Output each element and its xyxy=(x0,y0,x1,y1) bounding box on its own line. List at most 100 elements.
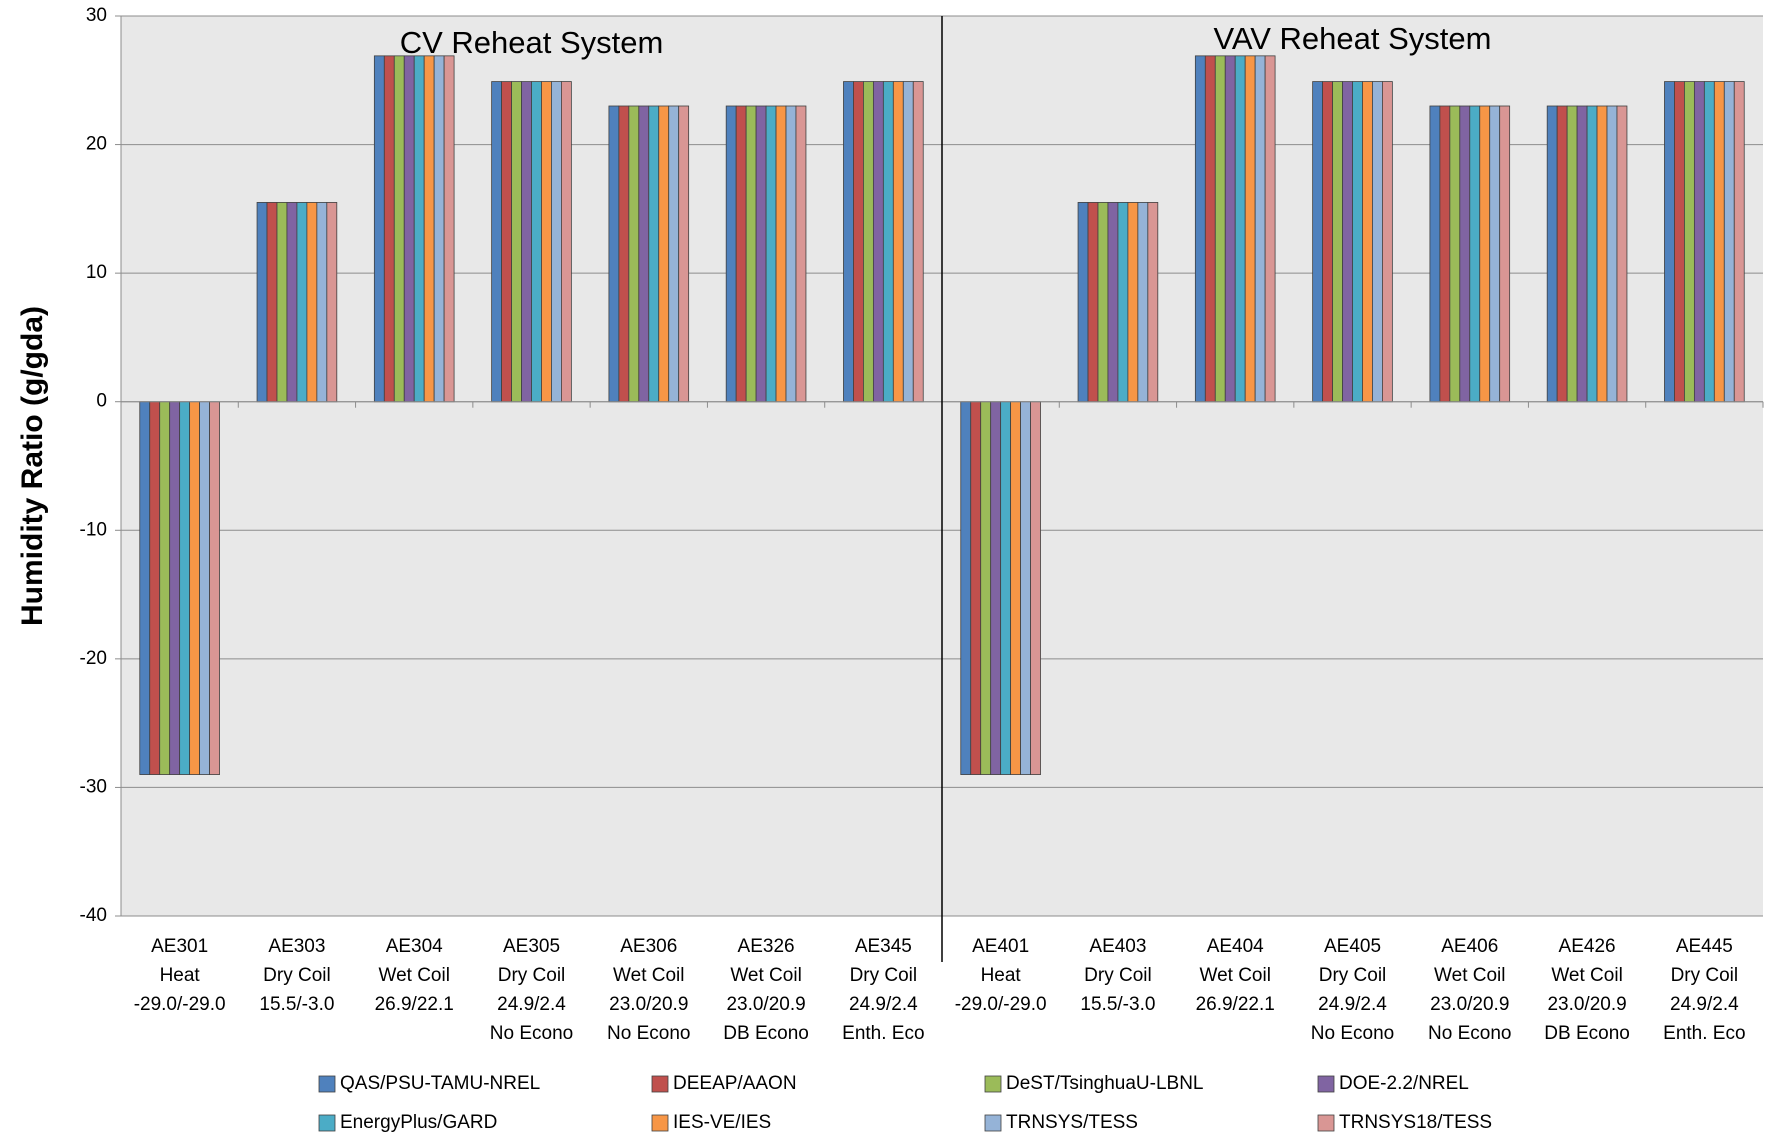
bar xyxy=(872,81,884,403)
x-tick-label: AE401 xyxy=(972,936,1029,957)
bar xyxy=(1107,202,1119,403)
bar xyxy=(1010,401,1021,775)
x-tick-label: AE326 xyxy=(738,936,795,957)
bar xyxy=(843,81,854,403)
bar xyxy=(882,81,894,403)
x-tick-label: AE404 xyxy=(1207,936,1264,957)
bar xyxy=(1254,55,1266,403)
bar xyxy=(1137,202,1149,403)
bar xyxy=(1147,202,1159,403)
bar xyxy=(423,55,435,403)
y-axis-label: Humidity Ratio (g/gda) xyxy=(16,306,49,626)
bar xyxy=(1713,81,1725,403)
bar xyxy=(1674,81,1685,403)
bar xyxy=(648,105,660,403)
bar xyxy=(159,401,171,775)
bar xyxy=(393,55,405,403)
bar xyxy=(1342,81,1353,403)
bar xyxy=(1362,81,1373,403)
bar xyxy=(286,202,298,403)
legend-swatch xyxy=(984,1075,1002,1093)
x-tick-label: 23.0/20.9 xyxy=(1547,994,1626,1015)
x-tick-label: Enth. Eco xyxy=(842,1023,924,1044)
bar xyxy=(970,401,982,775)
bar xyxy=(1117,202,1129,403)
bar xyxy=(551,81,562,403)
bar xyxy=(209,401,220,775)
bar xyxy=(383,55,395,403)
bar xyxy=(1224,55,1236,403)
x-tick-label: AE305 xyxy=(503,936,560,957)
x-tick-label: AE406 xyxy=(1441,936,1498,957)
bar xyxy=(491,81,502,403)
bar xyxy=(1030,401,1041,775)
x-tick-label: -29.0/-29.0 xyxy=(955,994,1047,1015)
x-tick-label: Dry Coil xyxy=(1084,965,1152,986)
legend-swatch xyxy=(318,1114,336,1132)
bar xyxy=(1244,55,1256,403)
bar xyxy=(433,55,445,403)
bar xyxy=(608,105,620,403)
bar xyxy=(541,81,552,403)
x-tick-label: Dry Coil xyxy=(263,965,331,986)
bar xyxy=(725,105,737,403)
x-tick-label: AE345 xyxy=(855,936,912,957)
x-tick-label: AE405 xyxy=(1324,936,1381,957)
legend-label: DeST/TsinghuaU-LBNL xyxy=(1006,1073,1203,1094)
bar xyxy=(735,105,747,403)
bar xyxy=(745,105,757,403)
bar xyxy=(1312,81,1323,403)
bar xyxy=(1264,55,1276,403)
x-tick-label: AE301 xyxy=(151,936,208,957)
x-tick-label: 23.0/20.9 xyxy=(1430,994,1509,1015)
bar xyxy=(1077,202,1089,403)
bar xyxy=(1499,105,1511,403)
x-tick-label: 23.0/20.9 xyxy=(609,994,688,1015)
bar xyxy=(1000,401,1012,775)
bar xyxy=(1596,105,1608,403)
bar xyxy=(863,81,874,403)
bar xyxy=(1684,81,1695,403)
x-tick-label: Wet Coil xyxy=(613,965,684,986)
bar xyxy=(1664,81,1675,403)
x-tick-label: Wet Coil xyxy=(1434,965,1505,986)
x-tick-label: Heat xyxy=(160,965,201,986)
panel-title: CV Reheat System xyxy=(400,25,664,60)
bar xyxy=(1204,55,1216,403)
bar xyxy=(678,105,690,403)
bar xyxy=(1556,105,1568,403)
bar xyxy=(1322,81,1333,403)
x-tick-label: AE303 xyxy=(268,936,325,957)
bar xyxy=(1382,81,1393,403)
bar xyxy=(902,81,914,403)
bar xyxy=(326,202,338,403)
bar xyxy=(443,55,455,403)
bar xyxy=(1234,55,1246,403)
x-tick-label: AE306 xyxy=(620,936,677,957)
x-tick-label: DB Econo xyxy=(1544,1023,1630,1044)
bar xyxy=(199,401,210,775)
bar xyxy=(1723,81,1735,403)
bar xyxy=(149,401,161,775)
bar xyxy=(1439,105,1451,403)
bar xyxy=(296,202,308,403)
x-tick-label: 24.9/2.4 xyxy=(1670,994,1739,1015)
legend-swatch xyxy=(1317,1114,1335,1132)
legend-label: DEEAP/AAON xyxy=(673,1073,797,1094)
bar xyxy=(668,105,680,403)
legend-label: EnergyPlus/GARD xyxy=(340,1112,497,1133)
x-tick-label: Dry Coil xyxy=(1671,965,1739,986)
legend-label: QAS/PSU-TAMU-NREL xyxy=(340,1073,540,1094)
bar xyxy=(316,202,328,403)
x-tick-label: 15.5/-3.0 xyxy=(1080,994,1155,1015)
bar xyxy=(1576,105,1588,403)
bar xyxy=(912,81,924,403)
panel-title: VAV Reheat System xyxy=(1214,21,1492,56)
bar xyxy=(980,401,992,775)
bar xyxy=(638,105,650,403)
bar xyxy=(531,81,542,403)
bar xyxy=(139,401,151,775)
x-tick-label: AE426 xyxy=(1559,936,1616,957)
y-tick-label: -10 xyxy=(80,519,107,540)
